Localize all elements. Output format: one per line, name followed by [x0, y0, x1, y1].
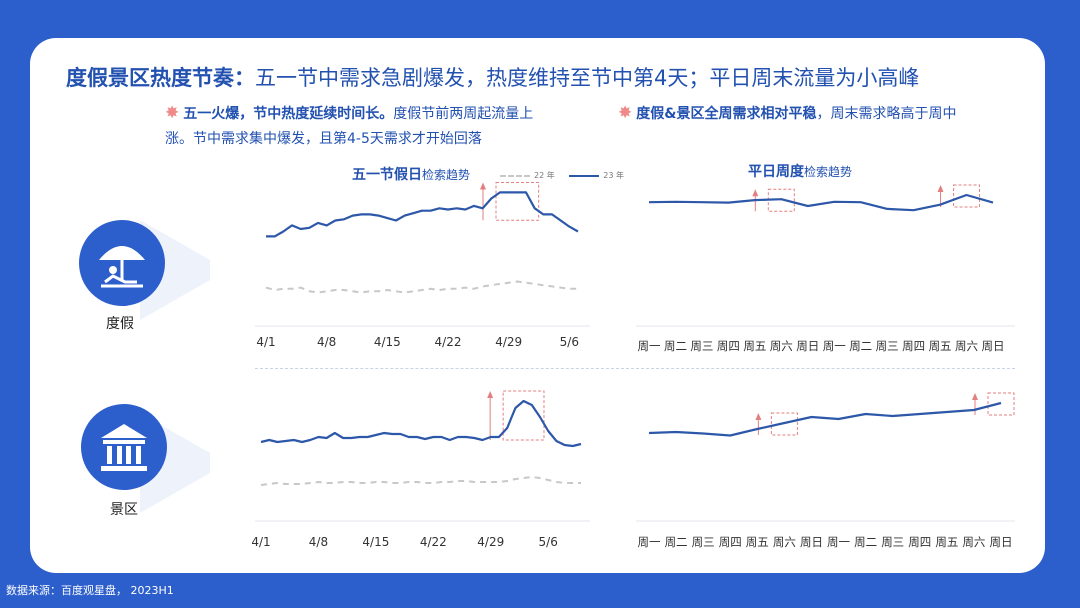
left-panel-title-sub: 检索趋势 — [422, 168, 471, 182]
legend-swatch-22 — [500, 174, 530, 177]
x-tick-label: 周一 — [638, 339, 661, 353]
category-label-scenic: 景区 — [110, 502, 138, 518]
x-tick-label: 4/15 — [374, 335, 401, 349]
title-rest: 五一节中需求急剧爆发，热度维持至节中第4天；平日周末流量为小高峰 — [255, 66, 920, 90]
bullet-right-rest: ，周末需求略高于周中 — [816, 106, 957, 122]
highlight-arrow-head — [480, 182, 486, 190]
x-tick-label: 周三 — [692, 535, 715, 549]
right-panel-title-main: 平日周度 — [748, 164, 804, 180]
x-tick-label: 4/8 — [309, 535, 328, 549]
highlight-arrow-head — [752, 189, 759, 197]
series-line-23 — [260, 399, 582, 448]
chart-legend: 22 年 23 年 — [500, 170, 636, 181]
highlight-box — [953, 184, 981, 208]
x-tick-label: 周六 — [962, 535, 985, 549]
highlight-arrow-head — [937, 185, 944, 193]
bullet-right-bold: 度假&景区全周需求相对平稳 — [636, 106, 817, 122]
x-tick-label: 周四 — [717, 339, 740, 353]
left-panel-title: 五一节假日检索趋势 — [352, 164, 470, 184]
x-tick-label: 周五 — [743, 339, 766, 353]
left-panel-title-main: 五一节假日 — [352, 167, 422, 183]
x-tick-label: 周二 — [665, 535, 688, 549]
x-tick-label: 周三 — [876, 339, 899, 353]
highlight-box — [502, 390, 545, 441]
x-tick-label: 周二 — [664, 339, 687, 353]
bullet-left: ✸ 五一火爆，节中热度延续时间长。度假节前两周起流量上 涨。节中需求集中爆发，且第… — [165, 101, 605, 152]
category-label-vacation: 度假 — [106, 316, 134, 332]
x-tick-label: 周一 — [827, 535, 850, 549]
x-tick-label: 周二 — [854, 535, 877, 549]
legend-item-22: 22 年 — [500, 170, 555, 181]
highlight-box — [987, 392, 1015, 416]
x-tick-label: 周一 — [823, 339, 846, 353]
highlight-box — [770, 412, 798, 436]
x-tick-label: 周六 — [955, 339, 978, 353]
series-line-23 — [266, 191, 579, 238]
content-card — [30, 38, 1045, 573]
x-tick-label: 5/6 — [560, 335, 579, 349]
x-tick-label: 周一 — [638, 535, 661, 549]
x-tick-label: 4/29 — [477, 535, 504, 549]
x-tick-label: 4/29 — [495, 335, 522, 349]
x-tick-label: 周二 — [849, 339, 872, 353]
x-tick-label: 周日 — [990, 535, 1013, 549]
temple-icon — [101, 424, 147, 471]
highlight-arrow-head — [487, 391, 494, 398]
x-tick-label: 周三 — [881, 535, 904, 549]
legend-label-22: 22 年 — [534, 171, 555, 180]
vacation-icon-circle — [79, 220, 165, 306]
series-line-22 — [260, 476, 581, 486]
x-tick-label: 4/1 — [251, 535, 270, 549]
source-footer: 数据来源：百度观星盘， 2023H1 — [6, 584, 174, 597]
x-tick-label: 周四 — [908, 535, 931, 549]
x-tick-label: 周六 — [773, 535, 796, 549]
highlight-arrow-head — [755, 413, 762, 420]
x-tick-label: 周日 — [982, 339, 1005, 353]
legend-swatch-23 — [569, 174, 600, 177]
x-tick-label: 4/8 — [317, 335, 336, 349]
x-tick-label: 4/1 — [256, 335, 275, 349]
x-tick-label: 4/15 — [362, 535, 389, 549]
beach-umbrella-icon — [99, 246, 145, 288]
x-tick-label: 周五 — [746, 535, 769, 549]
x-tick-label: 4/22 — [435, 335, 462, 349]
x-tick-label: 周日 — [800, 535, 823, 549]
series-line-22 — [265, 280, 578, 294]
legend-label-23: 23 年 — [603, 171, 625, 180]
page-title: 度假景区热度节奏：五一节中需求急剧爆发，热度维持至节中第4天；平日周末流量为小高… — [66, 62, 919, 92]
x-tick-label: 周六 — [770, 339, 793, 353]
legend-item-23: 23 年 — [569, 170, 624, 181]
x-tick-label: 5/6 — [539, 535, 558, 549]
series-line-23 — [648, 401, 1002, 437]
bullet-left-bold: 五一火爆，节中热度延续时间长。 — [183, 106, 394, 122]
x-tick-label: 周五 — [935, 535, 958, 549]
row-divider — [255, 368, 1015, 369]
right-panel-title: 平日周度检索趋势 — [748, 161, 852, 181]
bullet-right: ✸ 度假&景区全周需求相对平稳，周末需求略高于周中 — [618, 101, 1038, 127]
x-tick-label: 周五 — [929, 339, 952, 353]
bullet-left-rest: 度假节前两周起流量上 — [393, 106, 534, 122]
x-tick-label: 周四 — [719, 535, 742, 549]
series-line-23 — [648, 193, 994, 212]
x-tick-label: 周四 — [902, 339, 925, 353]
bullet-left-line2: 涨。节中需求集中爆发，且第4-5天需求才开始回落 — [165, 131, 482, 147]
scenic-icon-circle — [81, 404, 167, 490]
starburst-icon: ✸ — [165, 103, 180, 123]
starburst-icon: ✸ — [618, 103, 633, 123]
right-panel-title-sub: 检索趋势 — [804, 165, 853, 179]
highlight-arrow-head — [972, 393, 978, 400]
x-tick-label: 周三 — [690, 339, 713, 353]
x-tick-label: 周日 — [796, 339, 819, 353]
highlight-box — [495, 181, 540, 221]
title-bold: 度假景区热度节奏： — [66, 66, 255, 90]
x-tick-label: 4/22 — [420, 535, 447, 549]
